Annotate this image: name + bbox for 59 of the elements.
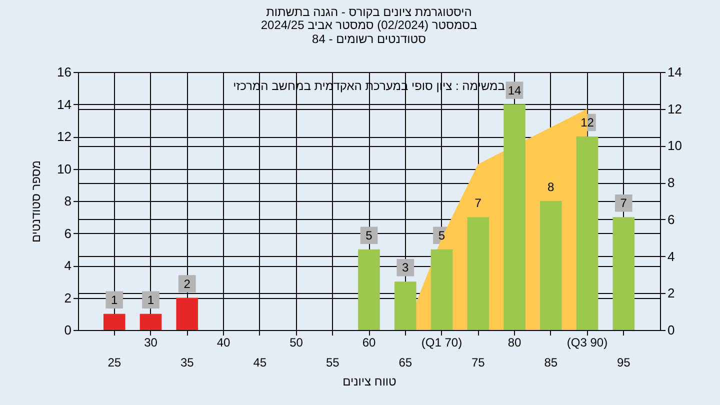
bar [176,298,198,330]
data-label: 2 [184,276,191,291]
data-label: 7 [620,196,628,210]
bar [576,136,598,330]
x-tick-label: (Q1 70) [421,336,462,350]
x-tick-label: (Q3 90) [566,336,608,350]
x-tick-label: 65 [398,356,412,370]
y-tick-label: 12 [57,129,72,144]
data-label: 8 [548,180,555,194]
bar [540,201,562,330]
y-tick-label: 8 [64,194,72,208]
x-tick-label: 80 [508,336,522,350]
data-label: 12 [580,116,594,130]
bar [358,249,380,330]
x-tick-label: 85 [544,356,558,370]
data-label: 3 [402,260,410,275]
y2-tick-label: 14 [668,64,682,80]
text: סטודנטים רשומים - 84 [312,32,426,46]
x-tick-label: 60 [362,336,376,350]
bar [467,217,490,330]
x-tick-label: 45 [253,356,267,370]
y2-tick-label: 8 [668,175,675,190]
y-tick-label: 2 [64,290,72,306]
x-tick-label: 25 [108,356,122,370]
y2-tick-label: 2 [668,286,675,301]
y-tick-label: 16 [57,64,72,80]
data-label: 1 [111,292,118,307]
data-label: 5 [438,228,446,242]
y-tick-label: 4 [64,258,72,273]
y-tick-label: 14 [57,96,72,112]
data-label: 1 [147,292,154,307]
bar [103,314,126,330]
data-label: 5 [366,228,373,242]
y-tick-label: 10 [57,161,72,176]
chart-title: היסטוגרמת ציונים בקורס - הגנה בתשתות [266,5,472,19]
x-tick-label: 30 [144,336,158,350]
y-tick-label: 0 [64,322,72,338]
x-tick-label: 75 [471,356,486,370]
x-axis-title: טווח ציונים [342,374,397,388]
bar [612,217,635,330]
data-label: 14 [508,83,522,98]
x-tick-label: 50 [290,336,304,350]
text: בסמסטר (02/2024) סמסטר אביב 2024/25 [260,18,478,32]
x-tick-label: 35 [180,356,194,370]
bar [140,314,162,330]
y2-tick-label: 6 [668,212,675,227]
y-axis-title: מספר סטודנטים [29,160,44,243]
y2-tick-label: 10 [668,138,682,154]
y-tick-label: 6 [64,226,72,241]
bar [394,282,416,330]
x-tick-label: 55 [326,356,340,370]
data-label: 7 [474,196,482,210]
bar [430,249,453,330]
x-tick-label: 95 [616,356,631,370]
bar [504,104,526,330]
y2-tick-label: 4 [668,248,675,264]
x-tick-label: 40 [216,336,230,350]
y2-tick-label: 12 [668,101,682,116]
y2-tick-label: 0 [668,322,675,338]
